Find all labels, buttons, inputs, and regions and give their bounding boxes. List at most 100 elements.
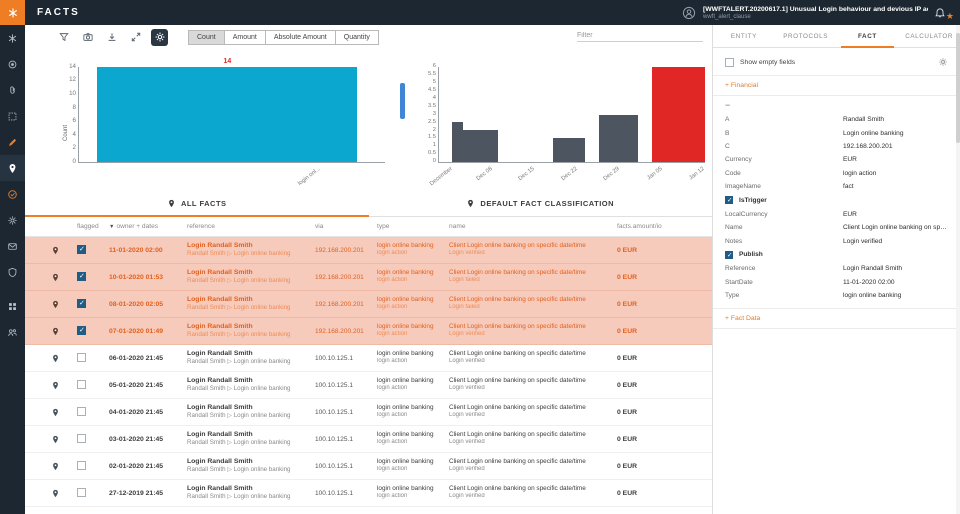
fact-row[interactable]: 05-01-2020 21:45 Login Randall Smith Randa…: [25, 372, 712, 399]
map-pin-icon: [169, 199, 174, 208]
flagged-checkbox[interactable]: [77, 353, 86, 362]
sidebar-item-tasks[interactable]: [0, 181, 25, 207]
sidebar-item-graph[interactable]: [0, 25, 25, 51]
field-row-reference: Reference Login Randall Smith: [725, 265, 903, 273]
amount-cell: 0 EUR: [617, 273, 638, 281]
timeline-bar[interactable]: [462, 130, 498, 162]
fact-row[interactable]: 11-01-2020 02:00 Login Randall SmithRanda…: [25, 237, 712, 264]
owner-dates-cell: 11-01-2020 02:00: [109, 246, 163, 254]
collapse-section-button[interactable]: −: [725, 100, 731, 110]
panel-tab-entity[interactable]: ENTITY: [730, 32, 757, 40]
panel-scrollbar[interactable]: [956, 25, 960, 514]
via-cell: 192.168.200.201: [315, 246, 364, 254]
avatar-icon[interactable]: [682, 6, 696, 20]
count-bar[interactable]: 14: [97, 58, 358, 162]
sidebar-item-apps[interactable]: [0, 293, 25, 319]
sidebar-item-selection[interactable]: [0, 103, 25, 129]
filter-button[interactable]: [55, 29, 72, 46]
timeline-bar[interactable]: [598, 114, 639, 162]
chart-settings-button[interactable]: [151, 28, 168, 46]
sidebar-item-security[interactable]: [0, 259, 25, 285]
type-cell: login online banking login action: [377, 295, 434, 311]
flagged-checkbox[interactable]: [77, 245, 86, 255]
fact-row[interactable]: 10-01-2020 01:53 Login Randall SmithRanda…: [25, 264, 712, 291]
flagged-checkbox[interactable]: [77, 380, 86, 389]
flagged-checkbox[interactable]: [77, 434, 86, 443]
expand-button[interactable]: [127, 29, 144, 46]
segment-count[interactable]: Count: [188, 29, 225, 45]
filter-input[interactable]: [577, 30, 703, 42]
reference-cell: Login Randall Smith Randall Smith ▷ Login…: [187, 430, 291, 447]
tab-default-fact-classification[interactable]: DEFAULT FACT CLASSIFICATION: [369, 191, 713, 216]
name-cell: Client Login online banking on specific …: [449, 457, 586, 473]
fact-row[interactable]: 07-01-2020 01:49 Login Randall SmithRanda…: [25, 318, 712, 345]
sidebar-item-settings[interactable]: [0, 207, 25, 233]
panel-tab-fact[interactable]: FACT: [837, 25, 899, 48]
name-cell: Client Login online banking on specific …: [449, 430, 586, 446]
panel-tab-calculator[interactable]: CALCULATOR: [905, 32, 953, 40]
timeline-bar[interactable]: [553, 138, 586, 162]
notifications-bell-icon[interactable]: [934, 7, 946, 19]
timeline-bar[interactable]: [651, 67, 705, 162]
flagged-checkbox[interactable]: [77, 326, 86, 336]
y-axis-tick: 4: [432, 94, 436, 101]
header-reference[interactable]: reference: [187, 223, 215, 230]
header-via[interactable]: via: [315, 223, 324, 230]
flagged-checkbox[interactable]: [77, 407, 86, 416]
sidebar-item-facts[interactable]: [0, 155, 25, 181]
flagged-checkbox[interactable]: [77, 488, 86, 497]
snapshot-button[interactable]: [79, 29, 96, 46]
section-fact-data[interactable]: + Fact Data: [713, 308, 960, 330]
show-empty-fields-checkbox[interactable]: [725, 57, 734, 67]
y-axis-tick: 0.5: [427, 150, 436, 157]
chart-zoom-slider[interactable]: [400, 83, 405, 119]
row-pin-icon: [51, 273, 77, 282]
segment-absolute-amount[interactable]: Absolute Amount: [265, 29, 336, 45]
amount-cell: 0 EUR: [617, 381, 638, 389]
y-axis-tick: 2.5: [427, 118, 436, 125]
fact-row[interactable]: 27-12-2019 21:45 Login Randall Smith Randa…: [25, 480, 712, 507]
panel-tab-protocols[interactable]: PROTOCOLS: [783, 32, 829, 40]
header-flagged[interactable]: flagged: [77, 223, 99, 230]
field-row-currency: Currency EUR: [725, 156, 857, 164]
segment-amount[interactable]: Amount: [224, 29, 266, 45]
section-financial[interactable]: + Financial: [713, 75, 960, 96]
fact-row[interactable]: 06-01-2020 21:45 Login Randall Smith Randa…: [25, 345, 712, 372]
flagged-checkbox[interactable]: [77, 461, 86, 470]
header-type[interactable]: type: [377, 223, 390, 230]
sidebar-item-mail[interactable]: [0, 233, 25, 259]
header-name[interactable]: name: [449, 223, 466, 230]
y-axis-tick: 4: [72, 130, 76, 138]
fact-row[interactable]: 08-01-2020 02:05 Login Randall SmithRanda…: [25, 291, 712, 318]
show-empty-fields-row: Show empty fields: [713, 48, 960, 75]
panel-scrollbar-thumb[interactable]: [956, 33, 960, 143]
fact-row[interactable]: 03-01-2020 21:45 Login Randall Smith Randa…: [25, 426, 712, 453]
panel-tabs: ENTITY PROTOCOLS FACT CALCULATOR: [713, 25, 960, 48]
fact-count-chart: Count 0 2 4 6 8 10 12 14 14 login onl...: [37, 53, 395, 193]
flagged-checkbox[interactable]: [77, 272, 86, 282]
sidebar-item-contacts[interactable]: [0, 319, 25, 345]
users-icon: [8, 328, 17, 336]
tab-all-facts[interactable]: ALL FACTS: [25, 191, 369, 217]
name-cell: Client Login online banking on specific …: [449, 241, 586, 257]
app-logo-tile[interactable]: [0, 0, 25, 25]
reference-cell: Login Randall Smith Randall Smith ▷ Login…: [187, 241, 291, 258]
publish-checkbox[interactable]: [725, 250, 733, 260]
flagged-checkbox[interactable]: [77, 299, 86, 309]
panel-settings-button[interactable]: [938, 57, 948, 67]
fact-row[interactable]: 04-01-2020 21:45 Login Randall Smith Randa…: [25, 399, 712, 426]
timeline-bar[interactable]: [452, 122, 463, 162]
fact-row[interactable]: 02-01-2020 21:45 Login Randall Smith Randa…: [25, 453, 712, 480]
segment-quantity[interactable]: Quantity: [335, 29, 379, 45]
favorite-star-icon[interactable]: ★: [945, 11, 954, 21]
header-amount[interactable]: facts.amount/io: [617, 223, 662, 230]
download-button[interactable]: [103, 29, 120, 46]
amount-cell: 0 EUR: [617, 246, 638, 254]
header-owner-dates[interactable]: ▼ owner + dates: [109, 223, 159, 230]
via-cell: 192.168.200.201: [315, 327, 364, 335]
sidebar-item-target[interactable]: [0, 51, 25, 77]
sidebar-item-edit[interactable]: [0, 129, 25, 155]
sidebar-item-attachments[interactable]: [0, 77, 25, 103]
istrigger-checkbox[interactable]: [725, 196, 733, 206]
